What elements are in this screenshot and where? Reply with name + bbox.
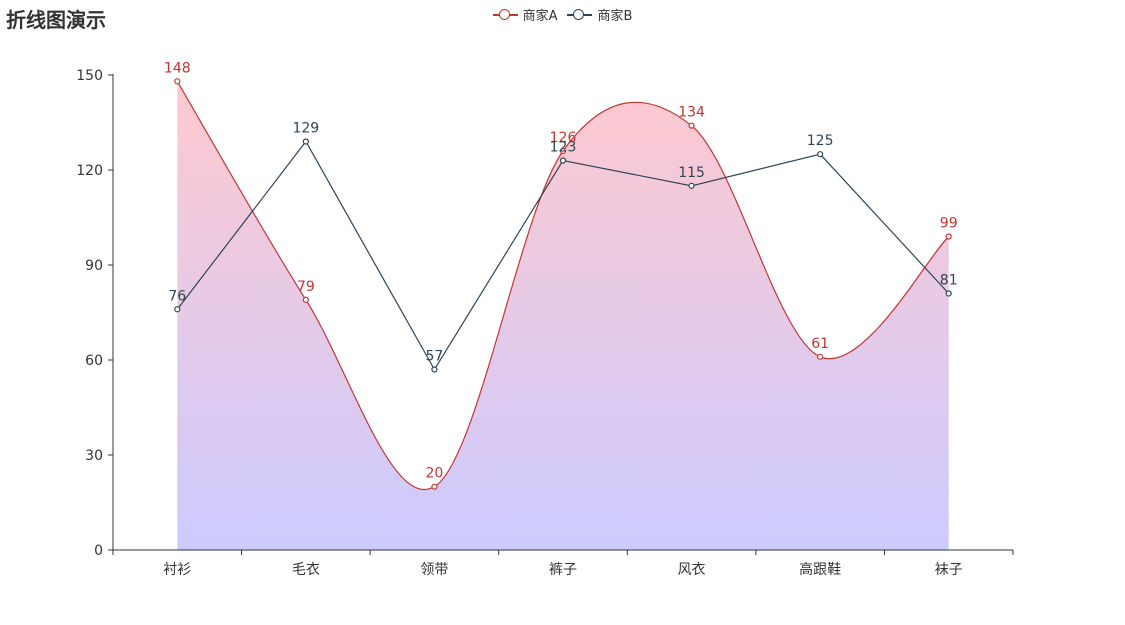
data-point-series-b [945, 290, 952, 297]
legend-label-series-a: 商家A [522, 9, 558, 24]
data-point-series-a [174, 78, 181, 85]
x-tick-label: 领带 [420, 562, 448, 578]
x-tick-label: 毛衣 [292, 562, 320, 578]
x-tick-label: 袜子 [935, 562, 963, 578]
x-tick-label: 风衣 [678, 562, 706, 578]
y-tick-label: 150 [76, 68, 103, 84]
data-label-series-a: 99 [940, 216, 958, 232]
legend: 商家A 商家B [0, 5, 1125, 24]
data-label-series-b: 125 [807, 133, 834, 149]
data-label-series-b: 123 [550, 140, 577, 156]
data-label-series-b: 81 [940, 273, 958, 289]
data-point-series-b [817, 151, 824, 158]
data-point-series-a [688, 122, 695, 129]
x-tick-label: 高跟鞋 [799, 561, 841, 578]
data-label-series-a: 126 [550, 130, 577, 146]
legend-label-series-b: 商家B [597, 9, 633, 24]
legend-symbol-series-b [567, 8, 593, 22]
data-label-series-a: 79 [297, 279, 315, 295]
data-label-series-a: 20 [426, 466, 444, 482]
chart-title: 折线图演示 [6, 8, 106, 32]
x-tick-label: 衬衫 [163, 562, 191, 578]
data-point-series-b [431, 366, 438, 373]
legend-item-series-a[interactable]: 商家A [492, 5, 558, 24]
data-point-series-a [945, 233, 952, 240]
data-point-series-b [174, 306, 181, 313]
data-label-series-b: 76 [168, 288, 186, 304]
data-label-series-a: 134 [678, 105, 705, 121]
data-label-series-b: 57 [426, 349, 444, 365]
data-label-series-a: 61 [811, 336, 829, 352]
y-tick-label: 120 [76, 163, 103, 179]
data-point-series-a [559, 147, 567, 155]
y-tick-label: 60 [85, 353, 103, 369]
legend-item-series-b[interactable]: 商家B [567, 5, 632, 24]
y-tick-label: 90 [85, 258, 103, 274]
legend-symbol-series-a [492, 8, 518, 22]
area-series-a [177, 81, 949, 550]
x-tick-label: 裤子 [549, 562, 577, 578]
data-point-series-a [817, 353, 824, 360]
data-point-series-a [431, 483, 438, 490]
y-tick-label: 30 [85, 448, 103, 464]
data-label-series-b: 115 [678, 165, 705, 181]
data-point-series-b [559, 157, 567, 164]
data-point-series-b [302, 138, 309, 145]
data-point-series-a [302, 296, 309, 303]
data-label-series-b: 129 [292, 121, 319, 137]
data-point-series-b [688, 182, 695, 189]
y-tick-label: 0 [94, 543, 103, 559]
data-label-series-a: 148 [164, 60, 191, 76]
